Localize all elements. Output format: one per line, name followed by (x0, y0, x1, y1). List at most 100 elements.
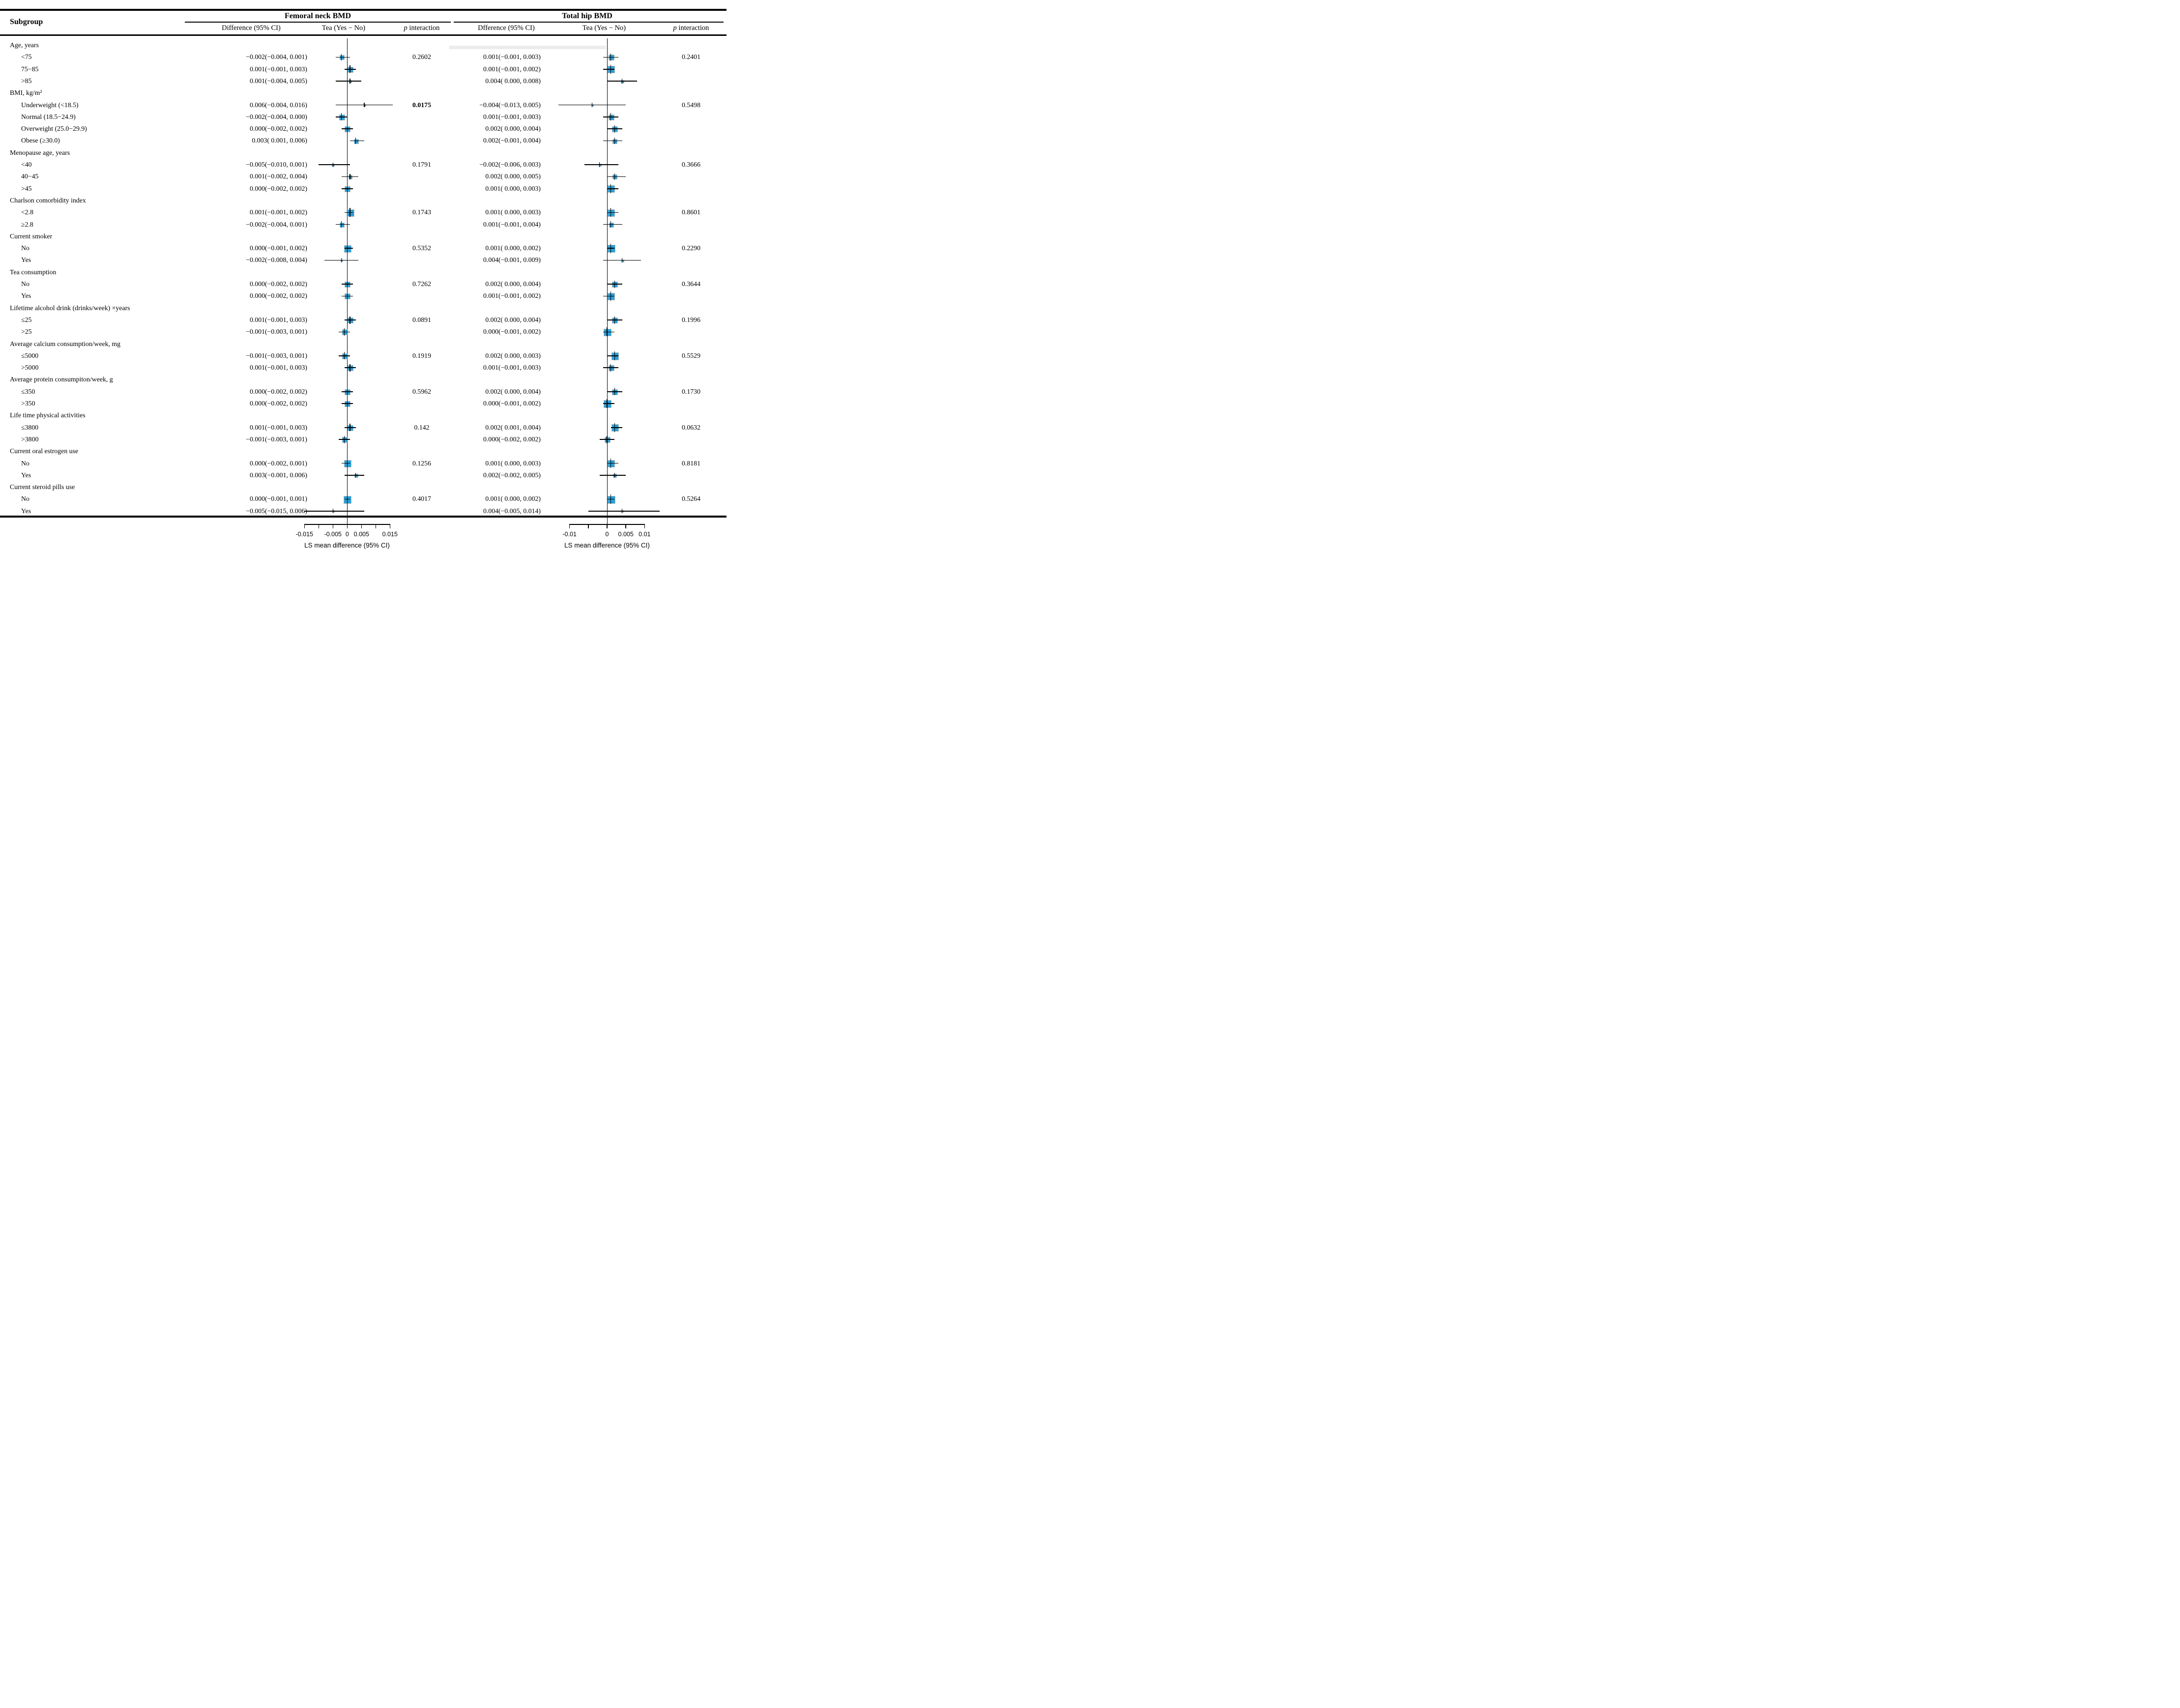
fn-estimate-text: 0.006(−0.004, 0.016) (250, 101, 307, 109)
th-estimate-text: 0.004(−0.005, 0.014) (483, 507, 541, 515)
table-row: <40 −0.005(−0.010, 0.001) −0.002(−0.006, 0… (0, 159, 727, 171)
forest-marker-square (611, 352, 619, 360)
subgroup-section-label: Charlson comorbidity index (10, 196, 86, 204)
forest-marker-square (611, 424, 619, 432)
forest-estimate-tick (344, 435, 345, 443)
forest-estimate-tick (599, 162, 600, 167)
th-estimate-text: 0.001(−0.001, 0.002) (483, 292, 541, 300)
subgroup-item-label: >350 (21, 400, 35, 407)
forest-estimate-tick (610, 221, 611, 228)
fn-p-interaction-value: 0.5352 (412, 244, 431, 252)
subgroup-item-label: ≤350 (21, 387, 35, 395)
forest-ci-line (344, 475, 365, 476)
th-estimate-text: 0.001( 0.000, 0.003) (485, 184, 541, 192)
forest-marker-square (344, 460, 351, 468)
fn-estimate-text: 0.001(−0.004, 0.005) (250, 77, 307, 85)
subgroup-item-label: No (21, 459, 29, 467)
forest-marker-square (348, 175, 353, 179)
th-zero-line (607, 38, 608, 525)
fn-estimate-text: 0.003(−0.001, 0.006) (250, 471, 307, 479)
table-row: Underweight (<18.5) 0.006(−0.004, 0.016) −… (0, 99, 727, 111)
forest-ci-line (607, 355, 618, 356)
th-estimate-text: 0.001(−0.001, 0.004) (483, 220, 541, 228)
forest-ci-line (603, 140, 622, 142)
subgroup-item-label: >3800 (21, 435, 39, 443)
table-row: Obese (≥30.0) 0.003( 0.001, 0.006) 0.002(−… (0, 135, 727, 146)
table-row: <2.8 0.001(−0.001, 0.002) 0.001( 0.000, 0.… (0, 206, 727, 218)
table-row: Current oral estrogen use (0, 445, 727, 457)
forest-estimate-tick (347, 494, 348, 504)
table-row: Current smoker (0, 231, 727, 242)
forest-estimate-tick (344, 328, 345, 336)
th-estimate-text: 0.004(−0.001, 0.009) (483, 256, 541, 264)
forest-estimate-tick (355, 472, 356, 478)
forest-marker-square (604, 328, 611, 336)
th-estimate-text: 0.001( 0.000, 0.003) (485, 208, 541, 216)
femoral-neck-panel-title: Femoral neck BMD (284, 12, 351, 20)
forest-marker-square (609, 222, 614, 228)
forest-marker-square (604, 400, 611, 408)
axis-tick (588, 524, 589, 528)
table-row: ≥2.8 −0.002(−0.004, 0.001) 0.001(−0.001, 0… (0, 219, 727, 231)
bottom-rule (0, 516, 727, 518)
subgroup-item-label: ≥2.8 (21, 220, 33, 228)
forest-marker-square (332, 164, 335, 167)
fn-estimate-text: 0.000(−0.002, 0.002) (250, 184, 307, 192)
th-estimate-text: 0.002( 0.000, 0.004) (485, 280, 541, 288)
subgroup-item-label: Overweight (25.0−29.9) (21, 125, 87, 133)
axis-tick (361, 524, 362, 528)
axis-tick-label: 0.005 (618, 531, 634, 538)
table-row: >5000 0.001(−0.001, 0.003) 0.001(−0.001, 0… (0, 362, 727, 374)
forest-ci-line (607, 176, 626, 177)
th-estimate-text: 0.001( 0.000, 0.002) (485, 495, 541, 503)
th-estimate-text: 0.002( 0.000, 0.005) (485, 173, 541, 180)
table-row: ≤350 0.000(−0.002, 0.002) 0.002( 0.000, 0.… (0, 386, 727, 398)
fn-estimate-text: 0.001(−0.001, 0.003) (250, 423, 307, 431)
table-row: BMI, kg/m² (0, 87, 727, 99)
forest-marker-square (339, 55, 345, 60)
forest-estimate-tick (347, 400, 348, 407)
table-row: <75 −0.002(−0.004, 0.001) 0.001(−0.001, 0.… (0, 51, 727, 63)
forest-estimate-tick (341, 258, 342, 263)
th-p-interaction-value: 0.2290 (682, 244, 700, 252)
fn-estimate-text: −0.001(−0.003, 0.001) (246, 328, 307, 336)
forest-estimate-tick (341, 221, 342, 228)
forest-estimate-tick (610, 53, 611, 61)
forest-ci-line (607, 463, 618, 464)
axis-tick-label: 0 (345, 531, 349, 538)
forest-marker-square (612, 282, 618, 288)
table-row: Average protein consumpiton/week, g (0, 374, 727, 385)
axis-tick-label: 0.005 (353, 531, 369, 538)
table-row: ≤3800 0.001(−0.001, 0.003) 0.002( 0.001, 0… (0, 422, 727, 434)
forest-estimate-tick (621, 258, 623, 263)
th-estimate-text: 0.002(−0.002, 0.005) (483, 471, 541, 479)
forest-marker-square (353, 139, 359, 144)
table-row: >45 0.000(−0.002, 0.002) 0.001( 0.000, 0.0… (0, 183, 727, 195)
forest-estimate-tick (355, 138, 356, 145)
forest-estimate-tick (332, 162, 334, 167)
forest-ci-line (344, 248, 353, 249)
axis-tick-label: 0 (605, 531, 609, 538)
forest-estimate-tick (614, 316, 615, 324)
forest-estimate-tick (349, 316, 350, 324)
forest-marker-square (349, 80, 352, 84)
subgroup-item-label: <75 (21, 53, 32, 61)
fn-p-interaction-value: 0.7262 (412, 280, 431, 288)
subgroup-section-label: Current oral estrogen use (10, 447, 79, 455)
forest-marker-square (612, 126, 618, 133)
forest-marker-square (339, 222, 345, 228)
subgroup-section-label: Current smoker (10, 232, 53, 240)
th-estimate-text: 0.002(−0.001, 0.004) (483, 137, 541, 145)
fn-p-rest: interaction (407, 24, 440, 32)
table-row: >25 −0.001(−0.003, 0.001) 0.000(−0.001, 0.… (0, 326, 727, 338)
subgroup-item-label: 40−45 (21, 173, 39, 180)
th-estimate-text: 0.001( 0.000, 0.002) (485, 244, 541, 252)
forest-estimate-tick (344, 352, 345, 360)
forest-marker-square (342, 437, 348, 443)
forest-estimate-tick (610, 64, 611, 74)
forest-estimate-tick (610, 184, 611, 193)
fn-estimate-text: 0.001(−0.001, 0.003) (250, 364, 307, 372)
forest-ci-line (344, 212, 353, 213)
axis-tick (569, 524, 570, 528)
forest-estimate-tick (621, 509, 623, 514)
